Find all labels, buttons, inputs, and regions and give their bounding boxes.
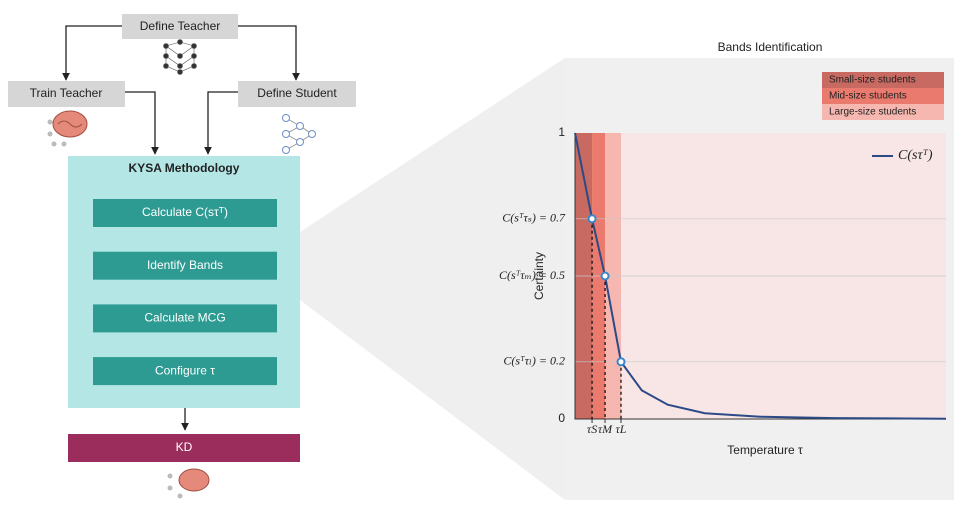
brain-icon [47,110,88,147]
y-tick-label: 1 [558,125,565,139]
y-tick-label: C(sᵀτₗ) = 0.2 [503,354,565,368]
marker [587,214,597,224]
x-tick-label: τS [587,422,597,436]
y-tick-label: C(sᵀτₛ) = 0.7 [502,211,566,225]
band-legend-swatch [822,72,944,88]
band-legend-label: Small-size students [829,75,916,86]
step-label: Calculate C(sτᵀ) [142,205,228,219]
step-label: Identify Bands [147,258,223,272]
y-tick-label: C(sᵀτₘ) = 0.5 [499,268,565,282]
y-tick-label: 0 [558,411,565,425]
step-box [93,251,277,280]
teacher-network-icon [163,39,197,75]
y-axis-label: Certainty [532,252,546,300]
band-legend-label: Mid-size students [829,91,907,102]
step-box [93,304,277,333]
kd-brain-icon [167,468,210,499]
define-student-label: Define Student [257,86,337,100]
step-label: Configure τ [155,363,215,377]
define-teacher: Define Teacher [122,14,238,39]
x-tick-label: τM [598,422,613,436]
band-legend-label: Large-size students [829,107,916,118]
step-box [93,357,277,386]
kd-label: KD [176,440,193,454]
methodology-title: KYSA Methodology [129,161,240,175]
band-legend-swatch [822,104,944,120]
train-teacher-label: Train Teacher [30,86,103,100]
step-label: Calculate MCG [144,311,225,325]
x-axis-label: Temperature τ [727,443,803,457]
legend-label: C(sτᵀ) [898,148,933,163]
train-teacher: Train Teacher [8,81,125,107]
marker [616,357,626,367]
step-box [93,199,277,227]
student-network-icon [282,114,316,154]
define-student: Define Student [238,81,356,107]
axes [574,133,946,420]
zoom-projection [300,58,565,500]
kd: KD [68,434,300,462]
x-tick-label: τL [616,422,627,436]
marker [600,271,610,281]
chart-title: Bands Identification [718,40,823,54]
line [574,132,947,420]
define-teacher-label: Define Teacher [140,19,221,33]
steps: Calculate C(sτᵀ) Identify Bands Calculate … [93,199,277,386]
band-legend-swatch [822,88,944,104]
chart: Small-size students Mid-size students Larg… [499,72,947,436]
